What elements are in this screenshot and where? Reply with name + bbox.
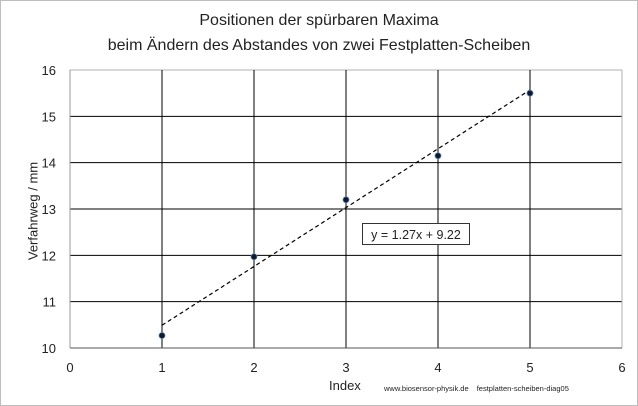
data-point — [434, 152, 442, 160]
y-tick-label: 16 — [42, 63, 56, 78]
x-tick-label: 4 — [434, 360, 441, 375]
data-point — [250, 253, 258, 261]
trendline — [161, 89, 531, 326]
chart-title: Positionen der spürbaren Maxima — [199, 12, 439, 29]
y-tick-label: 11 — [43, 295, 57, 310]
x-tick-label: 2 — [250, 360, 257, 375]
y-axis-label: Verfahrweg / mm — [25, 161, 41, 261]
x-tick-label: 0 — [66, 360, 73, 375]
source-credit: www.biosensor-physik.de festplatten-sche… — [384, 384, 575, 393]
y-tick-label: 15 — [42, 109, 56, 124]
x-tick-label: 3 — [342, 360, 349, 375]
chart-subtitle: beim Ändern des Abstandes von zwei Festp… — [107, 37, 531, 54]
data-point — [158, 332, 166, 339]
trendline-equation: y = 1.27x + 9.22 — [362, 223, 470, 245]
y-tick-label: 12 — [42, 248, 56, 263]
data-point — [526, 89, 534, 97]
x-tick-label: 1 — [158, 360, 165, 375]
y-tick-label: 10 — [42, 341, 56, 356]
y-tick-label: 14 — [42, 156, 56, 171]
x-axis-label: Index — [329, 378, 361, 393]
source-url: www.biosensor-physik.de — [384, 384, 469, 393]
data-point — [342, 196, 350, 204]
x-tick-label: 5 — [526, 360, 533, 375]
y-tick-label: 13 — [42, 202, 56, 217]
x-tick-label: 6 — [618, 360, 625, 375]
source-file-name: festplatten-scheiben-diag05 — [476, 384, 569, 393]
